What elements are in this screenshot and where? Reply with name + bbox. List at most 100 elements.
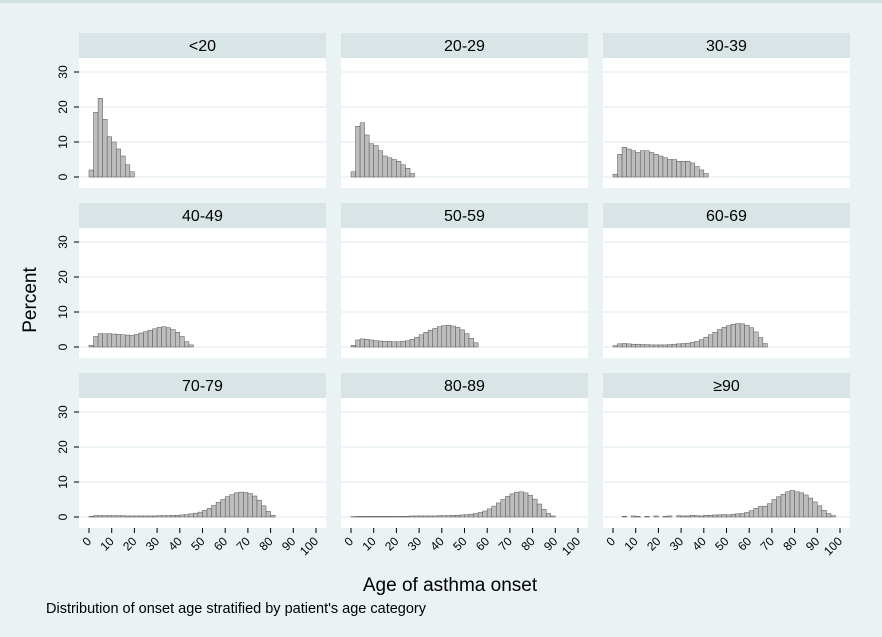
y-tick-label: 0 [56,343,70,350]
bar [161,326,167,348]
x-tick-label: 50 [712,534,732,554]
bar [680,515,686,518]
bar [685,342,691,348]
x-tick-label: 0 [79,534,94,549]
bar [748,510,754,518]
bar [821,510,827,518]
panel-header [79,373,326,398]
y-tick-label: 20 [56,100,70,114]
bar [391,516,397,518]
y-axis-label: Percent [20,267,41,333]
bar [721,514,727,518]
bar [102,515,108,518]
x-tick-label: 90 [541,534,561,554]
bar [744,325,750,348]
bar [518,491,524,518]
bar [373,516,379,518]
panel-title: 80-89 [444,378,485,395]
bar [785,491,791,518]
x-tick-label: 40 [690,534,710,554]
bar [798,492,804,518]
bar [175,515,181,518]
bar [350,171,356,178]
bar [676,343,682,348]
x-tick-label: 100 [297,534,321,558]
bar [102,333,108,348]
panel-4: 40-49 0 10 20 30 [56,203,326,358]
x-tick-label: 20 [382,534,402,554]
bar [685,161,691,178]
bar [368,339,374,348]
panel-title: ≥90 [713,378,740,395]
bar [735,323,741,348]
bar [762,505,768,518]
x-tick-label: 40 [166,534,186,554]
bar [639,150,646,178]
bar [496,502,502,518]
bar [639,344,646,348]
x-tick-label: 10 [359,534,379,554]
bar [459,514,465,518]
bar [694,515,700,518]
bar [630,150,636,178]
bar [418,334,424,348]
bar [630,515,636,518]
bar [387,516,393,518]
bar [364,134,370,178]
bar [455,327,461,348]
bar [256,499,262,518]
x-tick-label: 100 [821,534,845,558]
bar [626,148,632,178]
bar [238,491,244,518]
bar [450,325,456,348]
panel-title: 60-69 [706,208,747,225]
bar [391,159,397,178]
bar [377,340,384,348]
bar [88,516,94,518]
bar [152,515,158,518]
bar [612,345,618,348]
bar [523,492,529,518]
bar [115,148,122,178]
bar [776,496,782,518]
bar [165,327,171,348]
bar [762,343,768,348]
bar [486,508,492,518]
bar [671,343,677,348]
bar [211,505,217,518]
bar [170,329,176,348]
bar [739,513,745,518]
bar [680,343,686,348]
bar [649,152,655,178]
x-tick-label: 80 [518,534,538,554]
bar [143,515,149,518]
bar [414,336,420,348]
bar [243,492,249,518]
bar [446,515,452,518]
bar [658,344,664,348]
bar [88,345,94,348]
bar [509,493,515,518]
plot-area [341,398,588,528]
bar [536,503,542,518]
bar [699,169,705,178]
panel-header [341,33,588,58]
bar [134,515,140,518]
bar [612,173,618,178]
bar [143,331,149,348]
bar [409,173,415,178]
bar [712,514,718,518]
bar [689,342,695,348]
bar [758,337,764,348]
panel-header [79,33,326,58]
x-tick-label: 20 [644,534,664,554]
bar [252,495,258,518]
bar [102,119,108,178]
bar [644,516,650,518]
bar [477,512,483,518]
bar [505,496,511,518]
bar [355,339,361,348]
bar [377,150,384,178]
bar [382,155,388,178]
panel-header [603,373,850,398]
